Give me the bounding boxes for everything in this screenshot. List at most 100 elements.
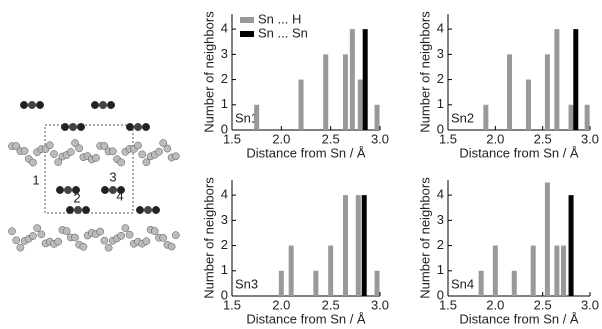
x-tick-label: 2.5: [322, 297, 340, 312]
atom: [69, 123, 77, 131]
y-tick-label: 1: [221, 96, 228, 111]
atom: [21, 147, 28, 154]
y-axis-label: Number of neighbors: [417, 11, 432, 133]
bar: [493, 246, 498, 296]
bar: [375, 271, 380, 296]
bar: [343, 195, 348, 296]
bar: [328, 246, 333, 296]
bar: [313, 271, 318, 296]
structure-label: 3: [109, 169, 116, 184]
atom: [61, 123, 69, 131]
x-tick-label: 1.5: [439, 297, 457, 312]
atom: [55, 238, 62, 245]
bar: [507, 54, 512, 130]
y-tick-label: 3: [437, 46, 444, 61]
atom: [109, 148, 116, 155]
atom: [118, 232, 125, 239]
bar: [323, 54, 328, 130]
bar: [569, 105, 574, 130]
atom: [155, 148, 162, 155]
x-tick-label: 2.5: [534, 297, 552, 312]
atom: [168, 243, 175, 250]
x-axis-label: Distance from Sn / Å: [246, 311, 366, 326]
atom: [151, 228, 158, 235]
bar: [343, 54, 348, 130]
x-tick-label: 1.5: [439, 131, 457, 146]
structure-label: 1: [32, 172, 39, 187]
y-tick-label: 4: [221, 21, 228, 36]
atom: [122, 225, 129, 232]
bar: [554, 29, 559, 130]
atom: [56, 186, 64, 194]
atom: [29, 159, 36, 166]
x-tick-label: 1.5: [223, 297, 241, 312]
atom: [134, 142, 141, 149]
atom: [172, 153, 179, 160]
bar: [545, 183, 550, 296]
atom: [152, 206, 160, 214]
bar: [526, 80, 531, 130]
y-tick-label: 4: [437, 21, 444, 36]
atom: [28, 101, 36, 109]
y-tick-label: 2: [221, 237, 228, 252]
atom: [144, 206, 152, 214]
atom: [34, 224, 41, 231]
y-tick-label: 3: [437, 212, 444, 227]
atom: [143, 238, 150, 245]
legend-swatch: [240, 31, 254, 37]
atom: [76, 145, 83, 152]
atom: [82, 206, 90, 214]
y-tick-label: 3: [221, 212, 228, 227]
atom: [142, 123, 150, 131]
bar: [545, 54, 550, 130]
bar: [363, 29, 368, 130]
atom: [92, 154, 99, 161]
atom: [13, 237, 20, 244]
x-axis-label: Distance from Sn / Å: [246, 145, 366, 160]
atom: [99, 101, 107, 109]
atom: [126, 123, 134, 131]
y-tick-label: 4: [221, 187, 228, 202]
atom: [77, 123, 85, 131]
legend-label: Sn ... Sn: [258, 25, 308, 40]
y-tick-label: 3: [221, 46, 228, 61]
y-tick-label: 2: [437, 71, 444, 86]
x-tick-label: 3.0: [371, 131, 389, 146]
x-tick-label: 2.0: [486, 297, 504, 312]
y-tick-label: 2: [437, 237, 444, 252]
atom: [20, 101, 28, 109]
atom: [107, 101, 115, 109]
legend-label: Sn ... H: [258, 11, 301, 26]
x-axis-label: Distance from Sn / Å: [459, 145, 579, 160]
bar: [289, 246, 294, 296]
y-axis-label: Number of neighbors: [201, 177, 216, 299]
bar: [299, 80, 304, 130]
bar: [479, 271, 484, 296]
atom: [29, 232, 36, 239]
bar: [483, 105, 488, 130]
atom: [136, 206, 144, 214]
x-tick-label: 2.0: [486, 131, 504, 146]
y-tick-label: 1: [221, 262, 228, 277]
x-tick-label: 3.0: [371, 297, 389, 312]
x-tick-label: 3.0: [581, 297, 599, 312]
atom: [91, 101, 99, 109]
structure-label: 4: [116, 188, 123, 203]
atom: [46, 142, 53, 149]
bar: [358, 80, 363, 130]
atom: [101, 237, 108, 244]
legend-swatch: [240, 17, 254, 23]
x-tick-label: 3.0: [581, 131, 599, 146]
atom: [97, 228, 104, 235]
atom: [164, 145, 171, 152]
structure-label: 2: [73, 190, 80, 205]
y-axis-label: Number of neighbors: [201, 11, 216, 133]
atom: [118, 159, 125, 166]
atom: [36, 101, 44, 109]
panel-label: Sn4: [451, 276, 474, 291]
atom: [126, 231, 133, 238]
bar: [585, 105, 590, 130]
bar: [512, 271, 517, 296]
atom: [50, 150, 57, 157]
x-tick-label: 2.5: [534, 131, 552, 146]
